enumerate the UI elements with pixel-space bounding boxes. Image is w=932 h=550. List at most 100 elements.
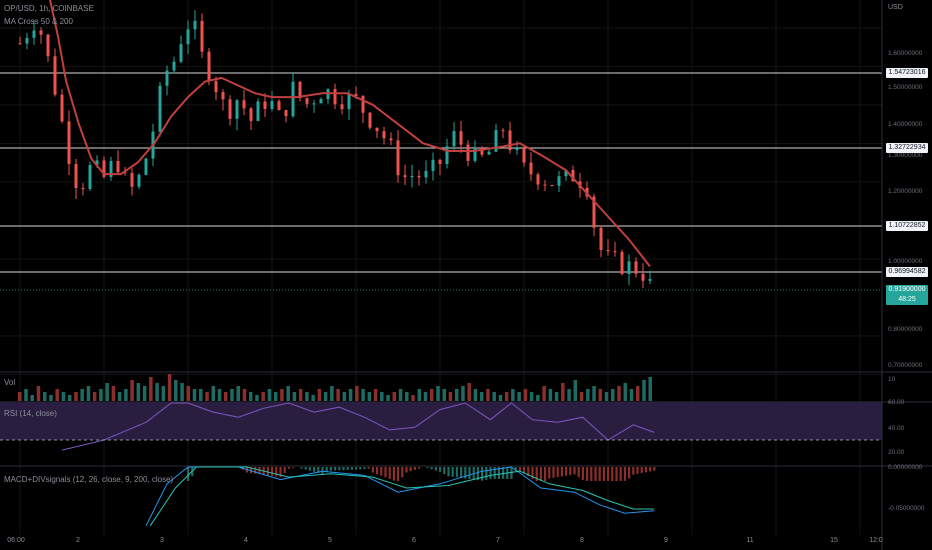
candle-body: [179, 44, 183, 62]
macd-histogram-bar: [367, 467, 370, 469]
level-price-tag[interactable]: 1.32722934: [886, 143, 928, 153]
macd-histogram-bar: [254, 467, 257, 474]
macd-histogram-bar: [636, 467, 639, 474]
volume-bar: [542, 386, 546, 401]
volume-bar: [242, 389, 247, 401]
macd-histogram-bar: [350, 467, 353, 470]
volume-bar: [511, 389, 515, 401]
volume-bar: [211, 386, 216, 401]
grid: [0, 0, 932, 535]
macd-histogram-bar: [464, 467, 467, 479]
volume-label[interactable]: Vol: [4, 378, 16, 387]
volume-bar: [49, 395, 53, 401]
candle-body: [165, 70, 169, 86]
macd-histogram-bar: [455, 467, 458, 478]
candle-body: [529, 162, 533, 175]
candle-body: [508, 130, 512, 151]
volume-bar: [392, 392, 397, 401]
volume-bar: [223, 392, 228, 401]
price-tick: 1.60000000: [888, 50, 923, 57]
volume-bar: [55, 389, 59, 401]
candle-body: [235, 100, 239, 119]
volume-bar: [124, 389, 128, 401]
volume-bar: [517, 392, 521, 401]
volume-bar: [323, 392, 328, 401]
candle-body: [487, 151, 491, 155]
current-price-value: 0.91900000: [888, 286, 926, 293]
current-price-tag[interactable]: 0.91900000 48:25: [886, 285, 928, 305]
macd-histogram-bar: [611, 467, 614, 481]
macd-histogram-bar: [544, 467, 547, 481]
macd-histogram-bar: [514, 467, 517, 471]
level-price-tag[interactable]: 0.96994582: [886, 267, 928, 277]
price-tick: 1.20000000: [888, 188, 923, 195]
macd-histogram-bar: [271, 467, 274, 476]
macd-label[interactable]: MACD+DIVsignals (12, 26, close, 9, 200, …: [4, 475, 174, 484]
price-tick: 1.30000000: [888, 152, 923, 159]
rsi-label[interactable]: RSI (14, close): [4, 409, 57, 418]
volume-bar: [330, 386, 334, 401]
macd-histogram-bar: [275, 467, 278, 477]
macd-histogram-bar: [266, 467, 269, 476]
volume-bar: [86, 386, 91, 401]
candle-body: [480, 147, 484, 155]
volume-bar: [205, 392, 209, 401]
candle-body: [501, 130, 505, 132]
rsi-tick: 60.00: [888, 399, 905, 406]
price-tick: 0.70000000: [888, 362, 923, 369]
candle-body: [522, 148, 526, 163]
volume-bar: [298, 389, 303, 401]
symbol-title[interactable]: OP/USD, 1h, COINBASE: [4, 4, 94, 13]
volume-bar: [429, 389, 434, 401]
candle-body: [116, 160, 120, 173]
macd-histogram-bar: [460, 467, 463, 478]
volume-bar: [199, 389, 203, 401]
macd-histogram-bar: [359, 467, 362, 470]
candle-body: [137, 174, 141, 187]
macd-histogram-bar: [586, 467, 589, 481]
candle-body: [214, 81, 218, 93]
candle-body: [39, 30, 43, 35]
signal-line: [149, 466, 655, 527]
candle-body: [466, 144, 470, 161]
candle-body: [417, 175, 421, 178]
candle-body: [438, 159, 442, 164]
level-price-tag[interactable]: 1.10722852: [886, 221, 928, 231]
candle-body: [25, 37, 29, 44]
level-price-tag[interactable]: 1.54723016: [886, 68, 928, 78]
volume-bar: [436, 386, 440, 401]
candle-body: [361, 95, 365, 113]
volume-bar: [255, 395, 259, 401]
volume-bar: [355, 386, 359, 401]
candle-body: [445, 146, 449, 164]
candle-body: [473, 147, 477, 161]
macd-histogram-bar: [384, 467, 387, 478]
candle-body: [298, 81, 302, 99]
volume-bar: [248, 392, 253, 401]
ma-indicator-label[interactable]: MA Cross 50 & 200: [4, 17, 73, 26]
candle-body: [606, 250, 610, 252]
moving-average-line: [49, 0, 651, 268]
macd-histogram-bar: [523, 467, 526, 474]
volume-bar: [161, 386, 166, 401]
time-tick: 12:0: [869, 537, 883, 544]
candle-body: [410, 175, 414, 178]
macd-histogram-bar: [628, 467, 631, 479]
price-tick: 1.00000000: [888, 258, 923, 265]
volume-bar: [498, 395, 503, 401]
candle-body: [536, 174, 540, 185]
volume-bar: [348, 389, 353, 401]
time-tick: 2: [76, 537, 80, 544]
macd-histogram-bar: [598, 467, 601, 481]
price-tick: 0.80000000: [888, 326, 923, 333]
candle-body: [571, 170, 575, 182]
volume-bar: [561, 383, 565, 401]
candle-body: [158, 85, 162, 132]
candles: [18, 10, 652, 288]
candle-body: [172, 61, 176, 71]
volume-bar: [342, 392, 347, 401]
macd-histogram-bar: [292, 467, 295, 468]
candle-body: [634, 261, 638, 274]
macd-histogram-bar: [489, 467, 492, 479]
